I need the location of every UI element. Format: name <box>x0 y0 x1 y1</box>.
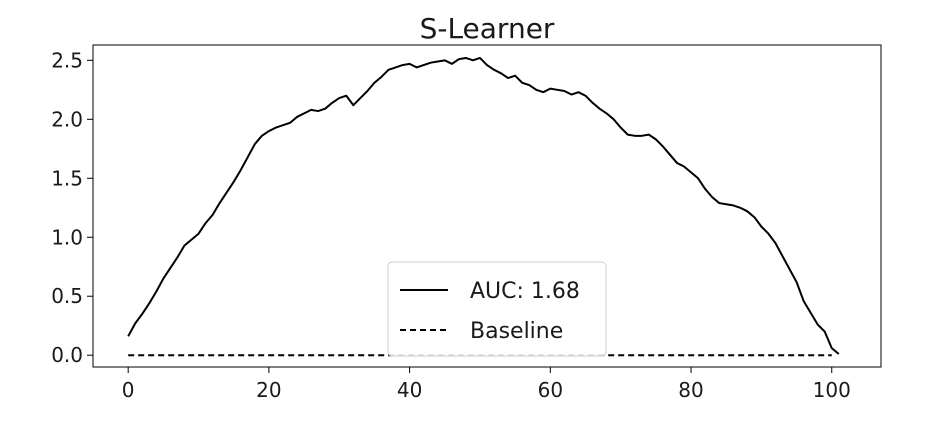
x-tick-label: 20 <box>256 378 281 402</box>
plot-frame <box>92 44 882 368</box>
x-tick-label: 100 <box>813 378 851 402</box>
legend-label: Baseline <box>470 319 563 344</box>
y-tick-label: 2.0 <box>51 107 83 131</box>
x-tick-label: 60 <box>538 378 563 402</box>
y-tick-label: 0.5 <box>51 284 83 308</box>
legend-box <box>387 261 607 357</box>
legend: AUC: 1.68 Baseline <box>387 261 607 357</box>
y-axis: 0.0 0.5 1.0 1.5 2.0 2.5 <box>51 48 93 367</box>
y-tick-label: 1.5 <box>51 166 83 190</box>
plot-area <box>92 44 882 368</box>
x-tick-label: 80 <box>678 378 703 402</box>
chart-title: S-Learner <box>420 12 555 45</box>
legend-label: AUC: 1.68 <box>470 279 580 304</box>
x-tick-label: 40 <box>397 378 422 402</box>
auc-line <box>127 56 840 355</box>
y-tick-label: 0.0 <box>51 343 83 367</box>
x-tick-label: 0 <box>122 378 135 402</box>
x-axis: 0 20 40 60 80 100 <box>122 367 851 402</box>
y-tick-label: 2.5 <box>51 48 83 72</box>
y-tick-label: 1.0 <box>51 225 83 249</box>
